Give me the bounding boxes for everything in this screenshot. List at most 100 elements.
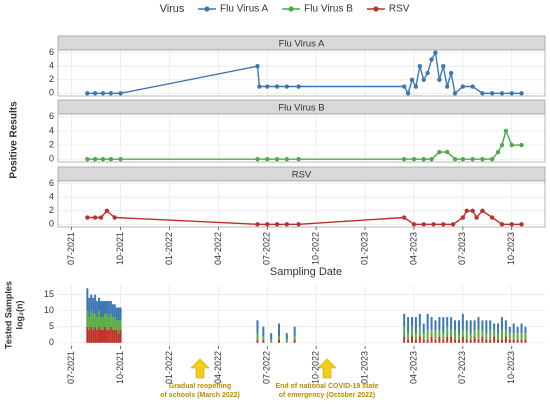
y-tick-label: 0 <box>49 337 54 347</box>
bar <box>107 317 110 330</box>
bar <box>407 317 410 334</box>
x-tick-label: 04-2023 <box>408 232 418 265</box>
x-tick-label: 07-2021 <box>66 232 76 265</box>
point <box>274 84 280 89</box>
x-tick-label: 04-2023 <box>408 351 418 384</box>
point <box>421 156 426 162</box>
bar <box>256 333 259 340</box>
bar <box>493 329 496 337</box>
point <box>445 84 450 89</box>
bar <box>94 326 97 343</box>
x-tick-label: 01-2023 <box>359 351 369 384</box>
bar <box>500 329 503 340</box>
bar <box>92 297 95 314</box>
point <box>452 91 458 96</box>
bar <box>497 339 500 343</box>
bar <box>504 329 507 337</box>
bar <box>100 329 103 343</box>
bar <box>103 301 106 314</box>
point <box>470 208 475 213</box>
bar <box>86 288 89 311</box>
point <box>100 91 106 96</box>
bar <box>485 333 488 340</box>
point <box>437 77 442 82</box>
panel <box>58 50 545 96</box>
point <box>401 156 407 162</box>
legend-swatch <box>288 6 294 12</box>
point <box>409 77 415 82</box>
bar <box>469 320 472 334</box>
bar <box>500 317 503 330</box>
bar <box>100 301 103 318</box>
bar <box>90 326 93 343</box>
bar <box>278 323 281 337</box>
point <box>118 91 123 96</box>
bar <box>454 320 457 330</box>
bar <box>88 329 91 343</box>
x-tick-label: 07-2023 <box>457 351 467 384</box>
y-tick-label: 10 <box>44 305 54 315</box>
bar <box>115 307 118 321</box>
bar <box>516 339 519 343</box>
y-tick-label: 2 <box>49 74 54 84</box>
x-tick-label: 04-2022 <box>213 351 223 384</box>
bar <box>256 339 259 343</box>
panel <box>58 285 545 346</box>
panel-title: Flu Virus A <box>279 39 325 50</box>
point <box>441 222 446 227</box>
point <box>499 91 505 96</box>
legend-label: RSV <box>389 4 410 15</box>
y-tick-label: 6 <box>49 47 54 57</box>
point <box>118 156 123 162</box>
x-tick-label: 07-2021 <box>66 351 76 384</box>
bar <box>96 301 99 318</box>
point <box>480 91 485 96</box>
bar <box>434 320 437 330</box>
bar <box>461 313 464 330</box>
bar <box>262 339 265 343</box>
bar <box>256 320 259 334</box>
point <box>445 149 450 155</box>
point <box>413 84 419 89</box>
bar <box>450 329 453 337</box>
bar <box>115 320 118 330</box>
bar <box>107 329 110 343</box>
bar <box>497 323 500 334</box>
bar <box>293 326 296 337</box>
bar <box>473 336 476 343</box>
bar <box>469 333 472 340</box>
point <box>255 222 260 227</box>
bar <box>516 333 519 340</box>
bar <box>88 317 91 330</box>
bar <box>504 336 507 343</box>
bar <box>113 317 116 330</box>
y-tick-label: 6 <box>49 111 54 121</box>
panel-title: RSV <box>292 170 312 181</box>
x-tick-label: 10-2022 <box>311 351 321 384</box>
point <box>112 215 117 220</box>
point <box>296 156 301 162</box>
x-tick-label: 07-2022 <box>262 232 272 265</box>
y-tick-label: 15 <box>44 289 54 299</box>
point <box>509 142 514 148</box>
point <box>470 156 475 162</box>
bar <box>293 336 296 340</box>
y-tick-label: 5 <box>49 321 54 331</box>
point <box>411 156 417 162</box>
bar <box>438 329 441 337</box>
y-axis-label: log₂(n) <box>14 301 24 330</box>
point <box>460 215 466 220</box>
bar <box>403 336 406 343</box>
bar <box>500 339 503 343</box>
point <box>429 57 434 62</box>
bar <box>262 336 265 340</box>
bar <box>426 329 429 340</box>
bar <box>115 329 118 343</box>
point <box>421 222 426 227</box>
point <box>489 156 495 162</box>
point <box>274 156 280 162</box>
bar <box>117 307 120 321</box>
point <box>480 156 485 162</box>
point <box>429 156 434 162</box>
bar <box>411 326 414 337</box>
